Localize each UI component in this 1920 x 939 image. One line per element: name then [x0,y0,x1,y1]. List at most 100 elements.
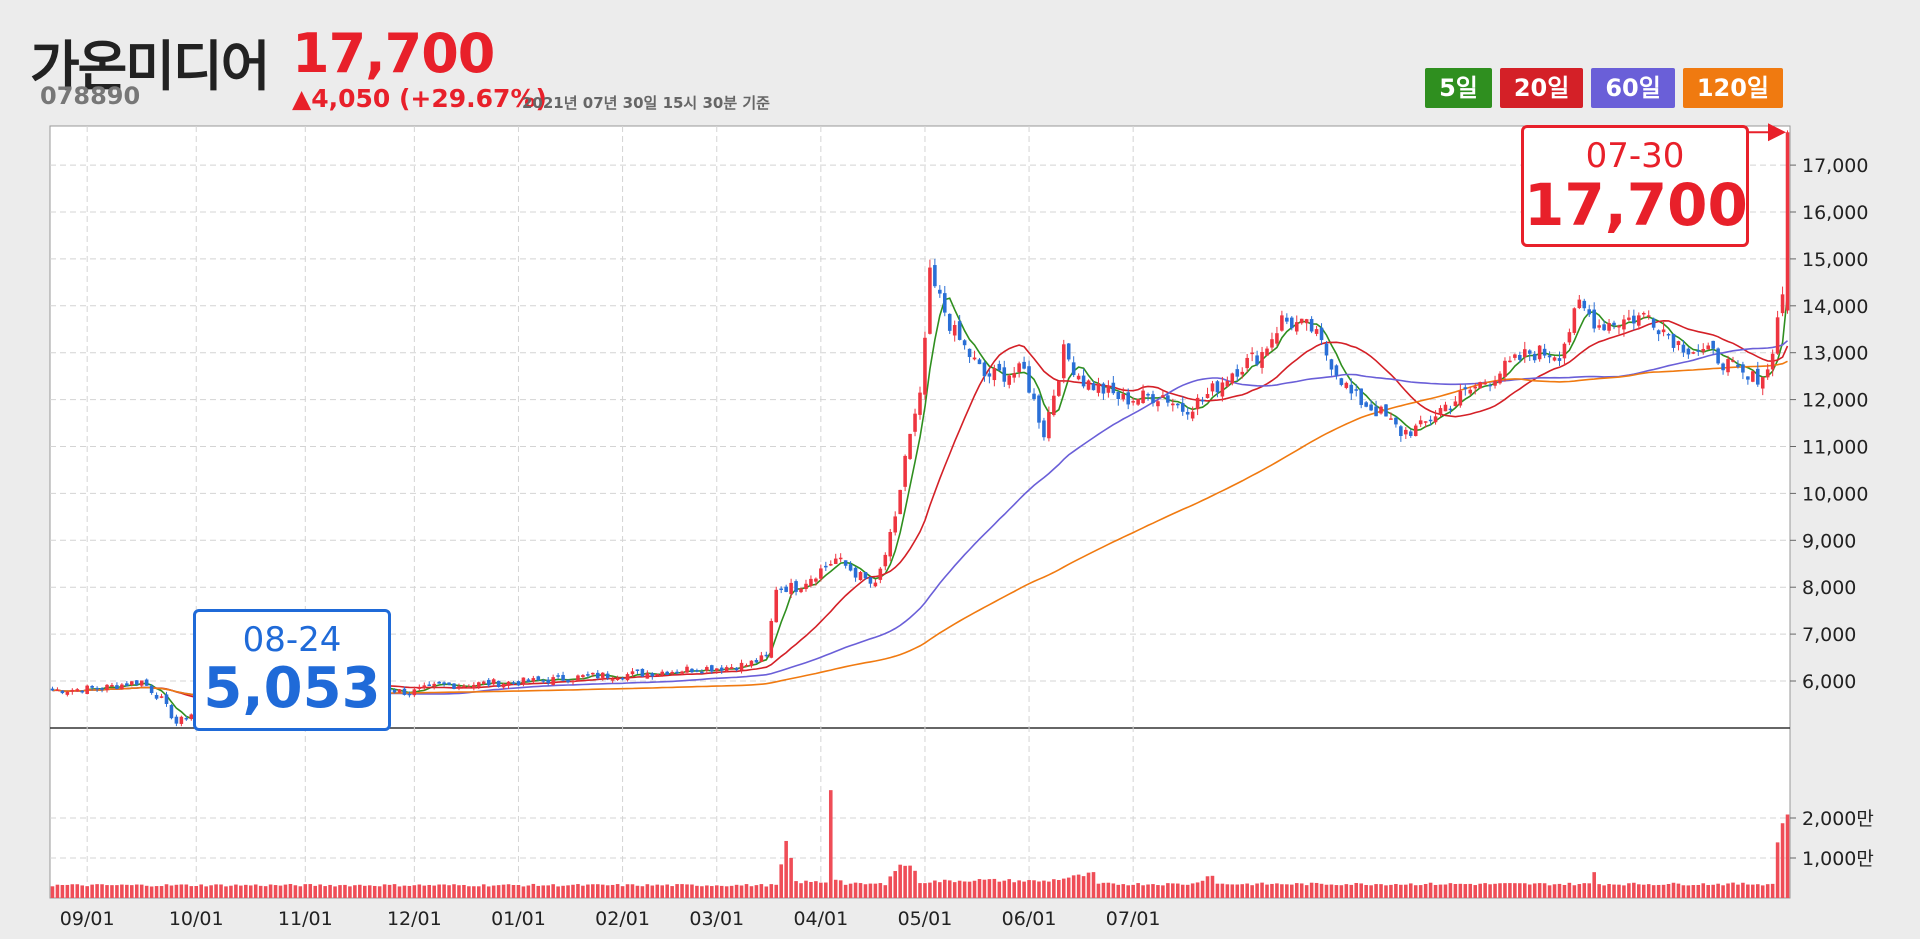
candle [1706,345,1710,350]
volume-bar [1369,885,1373,898]
volume-bar [1607,883,1611,898]
ma-120-button[interactable]: 120일 [1682,68,1783,108]
ma-60-button[interactable]: 60일 [1591,68,1675,108]
volume-bar [1309,882,1314,898]
candle [1349,384,1354,394]
candle [70,689,75,692]
candle [1607,323,1611,331]
volume-bar [209,885,213,898]
candle [591,672,595,675]
volume-bar [60,885,65,898]
volume-bar [605,885,610,898]
candle [1042,420,1046,438]
volume-bar [680,884,684,898]
volume-bar [1215,883,1220,898]
volume-bar [700,886,704,898]
volume-bar [1359,883,1363,898]
candle [1304,319,1309,324]
volume-bar [908,865,912,898]
volume-bar [1671,882,1676,898]
candle [1032,393,1036,399]
candle [1205,394,1210,399]
volume-bar [759,884,764,898]
volume-bar [1299,883,1304,898]
volume-bar [1423,883,1428,898]
volume-bar [1478,883,1482,898]
volume-bar [625,884,630,898]
volume-bar [1523,883,1527,898]
candle [184,718,189,720]
candle [1141,390,1145,404]
volume-bar [125,884,129,898]
candle [95,687,99,690]
candle [1200,400,1205,402]
volume-bar [1731,882,1735,898]
volume-bar [1022,881,1026,898]
volume-bar [427,884,432,898]
candle [685,666,689,673]
candle [1314,329,1319,334]
volume-bar [402,885,407,898]
volume-bar [298,886,303,898]
volume-bar [1374,884,1378,898]
candle [496,680,501,688]
candle [1463,387,1468,390]
candle [1755,368,1760,385]
volume-bar [1250,885,1254,898]
volume-bar [1245,883,1249,898]
candle [1741,364,1745,373]
candle [695,670,699,672]
volume-bar [824,882,828,898]
volume-bar [987,879,992,898]
volume-bar [838,880,843,898]
candle [828,564,833,566]
volume-bar [660,885,665,898]
candle [1180,402,1185,412]
x-tick-label: 03/01 [689,908,744,930]
candle [1161,395,1165,398]
candle [923,337,927,395]
candle [908,433,912,459]
volume-bar [293,885,298,898]
volume-bar [1721,885,1725,898]
volume-bar [1007,879,1012,898]
volume-bar [1508,883,1512,898]
volume-bar [1438,884,1443,898]
volume-bar [1418,885,1423,898]
candle [1002,367,1007,382]
volume-bar [85,886,89,898]
candle [1175,403,1180,406]
ma-5-button[interactable]: 5일 [1425,68,1492,108]
candle [595,672,600,679]
candle [1136,399,1140,405]
volume-bar [546,885,550,898]
ma-20-button[interactable]: 20일 [1499,68,1584,108]
candle [1156,401,1160,407]
volume-bar [90,884,94,898]
volume-bar [947,880,952,898]
volume-bar [858,883,863,898]
volume-bar [258,885,263,898]
candle [159,696,164,698]
candle [809,578,813,586]
candle [734,667,739,671]
volume-bar [367,885,372,898]
volume-bar [174,884,179,898]
volume-bar [903,865,907,898]
volume-bar [1156,885,1160,898]
candle [1567,332,1572,343]
price-tick-label: 13,000 [1802,343,1868,365]
price-tick-label: 9,000 [1802,530,1856,552]
candle [1701,348,1706,352]
volume-bar [377,886,382,898]
volume-bar [665,884,669,898]
volume-bar [1399,884,1403,898]
volume-bar [1042,880,1046,898]
candle [481,681,486,684]
candle [491,679,496,685]
volume-bar [710,886,714,898]
candle [1433,416,1438,423]
candle [1106,385,1111,393]
candle [918,392,922,415]
candle [1592,309,1596,329]
